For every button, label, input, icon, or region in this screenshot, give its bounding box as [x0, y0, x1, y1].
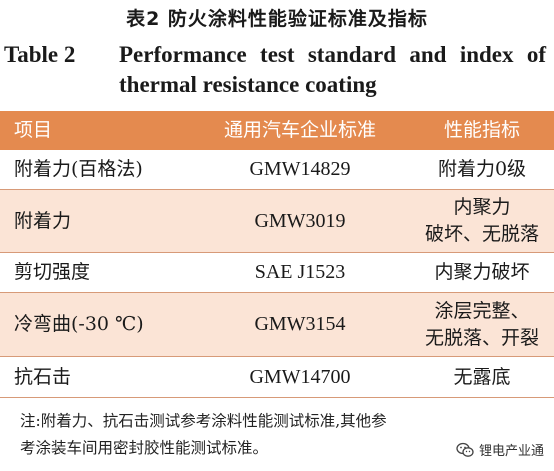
table-title-en-line2: thermal resistance coating: [119, 72, 377, 97]
row-index-line: 无露底: [453, 365, 511, 388]
row-index: 内聚力破坏: [410, 259, 554, 286]
table-row: 附着力(百格法) GMW14829 附着力0级: [0, 150, 554, 190]
wechat-icon: [456, 442, 474, 457]
row-index-line: 内聚力破坏: [434, 261, 530, 283]
note-line2: 考涂装车间用密封胶性能测试标准。: [20, 439, 269, 457]
row-item: 抗石击: [14, 365, 72, 388]
row-standard: GMW14829: [249, 158, 351, 180]
row-index-line: 内聚力: [453, 196, 511, 218]
table-number-en: Table 2: [4, 42, 76, 67]
row-standard: SAE J1523: [254, 261, 346, 283]
row-item: 附着力(百格法): [14, 158, 143, 180]
row-item: 附着力: [14, 209, 72, 232]
note-line1: 注:附着力、抗石击测试参考涂料性能测试标准,其他参: [20, 412, 387, 430]
row-index-line: 破坏、无脱落: [424, 223, 539, 245]
row-index: 内聚力 破坏、无脱落: [410, 194, 554, 248]
row-standard: GMW3154: [254, 313, 346, 335]
table-title-en: Table 2 Performance test standard and in…: [0, 40, 554, 100]
table-row: 冷弯曲(-30 ℃) GMW3154 涂层完整、 无脱落、开裂: [0, 293, 554, 357]
table-title-cn: 表2 防火涂料性能验证标准及指标: [126, 8, 428, 30]
row-index: 无露底: [410, 364, 554, 391]
table-row: 剪切强度 SAE J1523 内聚力破坏: [0, 253, 554, 293]
table-header-row: 项目 通用汽车企业标准 性能指标: [0, 111, 554, 150]
watermark-label: 锂电产业通: [478, 444, 544, 459]
row-index-line: 涂层完整、: [434, 299, 530, 322]
table-title-en-line1: Performance test standard and index of: [119, 42, 546, 67]
row-item: 冷弯曲(-30 ℃): [14, 313, 144, 335]
performance-table: 项目 通用汽车企业标准 性能指标 附着力(百格法) GMW14829 附着力0级…: [0, 111, 554, 398]
table-note: 注:附着力、抗石击测试参考涂料性能测试标准,其他参 考涂装车间用密封胶性能测试标…: [20, 408, 540, 462]
row-index: 附着力0级: [410, 156, 554, 183]
row-item: 剪切强度: [14, 261, 91, 283]
table-row: 附着力 GMW3019 内聚力 破坏、无脱落: [0, 190, 554, 253]
source-watermark: 锂电产业通: [451, 438, 548, 461]
header-item: 项目: [14, 119, 53, 141]
row-index: 涂层完整、 无脱落、开裂: [410, 298, 554, 352]
table-row: 抗石击 GMW14700 无露底: [0, 357, 554, 398]
header-standard: 通用汽车企业标准: [223, 119, 376, 141]
row-index-line: 无脱落、开裂: [424, 326, 539, 349]
row-index-line: 附着力0级: [437, 158, 527, 180]
row-standard: GMW3019: [254, 209, 346, 232]
row-standard: GMW14700: [249, 365, 351, 388]
header-index: 性能指标: [443, 119, 520, 141]
